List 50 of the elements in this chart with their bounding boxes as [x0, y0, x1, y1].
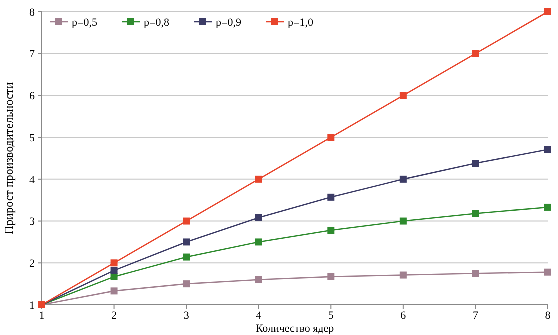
point: [472, 270, 480, 278]
point: [328, 226, 335, 234]
x-tick-label: 6: [400, 310, 407, 322]
x-tick-label: 1: [39, 310, 45, 322]
y-tick-label: 3: [30, 216, 36, 228]
point: [328, 194, 335, 201]
point: [472, 210, 480, 218]
point: [400, 176, 407, 183]
x-tick-label: 4: [256, 310, 262, 322]
point: [400, 272, 407, 279]
point: [110, 288, 118, 295]
y-axis-title: Прирост производительности: [2, 82, 16, 235]
point: [110, 260, 118, 267]
y-tick-label: 6: [30, 90, 36, 103]
x-axis-title: Количество ядер: [256, 323, 335, 335]
x-tick-label: 7: [472, 310, 479, 322]
y-tick-label: 5: [30, 132, 36, 144]
point: [183, 280, 190, 288]
point: [544, 8, 552, 16]
legend-label: p=0,5: [72, 16, 98, 29]
point: [183, 238, 190, 246]
point: [472, 50, 480, 58]
point: [544, 146, 552, 154]
point: [183, 218, 190, 225]
point: [400, 92, 407, 100]
x-tick-label: 2: [112, 310, 118, 322]
y-tick-label: 4: [30, 174, 36, 186]
y-tick-label: 1: [30, 300, 35, 312]
legend-label: p=0,9: [216, 16, 242, 29]
point: [255, 276, 262, 284]
legend-label: p=0,8: [144, 16, 170, 29]
y-tick-label: 8: [30, 6, 36, 19]
point: [328, 134, 335, 142]
y-tick-label: 2: [30, 258, 35, 270]
x-tick-label: 8: [545, 310, 552, 322]
point: [183, 254, 190, 261]
y-tick-label: 7: [30, 48, 36, 61]
point: [255, 176, 262, 183]
point: [255, 238, 262, 246]
x-tick-label: 3: [184, 310, 190, 322]
point: [544, 204, 552, 211]
x-tick-label: 5: [328, 310, 334, 322]
point: [328, 273, 335, 280]
point: [255, 214, 262, 222]
point: [472, 160, 480, 168]
point: [110, 267, 118, 274]
point: [400, 218, 407, 225]
point: [544, 268, 552, 276]
point: [110, 273, 118, 280]
legend-label: p=1,0: [288, 16, 314, 29]
